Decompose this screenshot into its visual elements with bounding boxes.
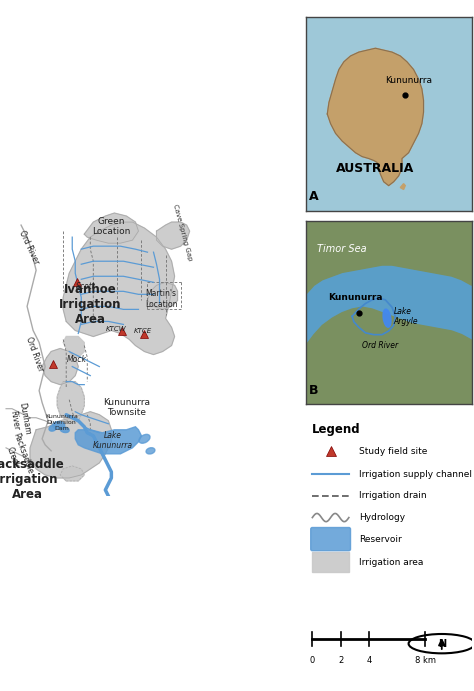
Polygon shape bbox=[57, 381, 84, 424]
Text: AUSTRALIA: AUSTRALIA bbox=[336, 162, 415, 175]
Ellipse shape bbox=[49, 426, 56, 431]
Polygon shape bbox=[400, 184, 405, 189]
Polygon shape bbox=[327, 48, 424, 186]
Text: Kununurra
Diversion
Dam: Kununurra Diversion Dam bbox=[45, 414, 78, 430]
Text: B: B bbox=[309, 384, 319, 397]
Text: Study field site: Study field site bbox=[359, 446, 427, 456]
Text: Legend: Legend bbox=[312, 423, 361, 436]
Text: Green
Location: Green Location bbox=[92, 217, 130, 236]
Text: Ivanhoe
Irrigation
Area: Ivanhoe Irrigation Area bbox=[59, 283, 121, 326]
Text: KTCW: KTCW bbox=[106, 326, 126, 332]
FancyBboxPatch shape bbox=[311, 527, 350, 551]
Polygon shape bbox=[75, 427, 141, 454]
Text: Ord River: Ord River bbox=[17, 229, 40, 266]
Polygon shape bbox=[306, 221, 472, 294]
Ellipse shape bbox=[139, 435, 150, 443]
Text: N: N bbox=[438, 638, 446, 649]
Text: Irrigation supply channel: Irrigation supply channel bbox=[359, 470, 472, 479]
Text: Timor Sea: Timor Sea bbox=[318, 244, 367, 254]
Bar bbox=[312, 552, 349, 572]
Polygon shape bbox=[63, 337, 84, 357]
Text: 0: 0 bbox=[310, 656, 315, 665]
Text: Hydrology: Hydrology bbox=[359, 513, 405, 522]
Text: 8 km: 8 km bbox=[415, 656, 436, 665]
Text: Kununurra: Kununurra bbox=[328, 293, 383, 302]
Text: A: A bbox=[309, 190, 319, 203]
Text: 4: 4 bbox=[366, 656, 372, 665]
Text: 2: 2 bbox=[338, 656, 343, 665]
Text: Packsaddle
Creek: Packsaddle Creek bbox=[1, 432, 35, 479]
Text: Reservoir: Reservoir bbox=[359, 535, 401, 544]
Polygon shape bbox=[306, 307, 472, 404]
Text: Packsaddle
Irrigation
Area: Packsaddle Irrigation Area bbox=[0, 458, 64, 501]
Polygon shape bbox=[60, 466, 84, 481]
Ellipse shape bbox=[53, 422, 65, 429]
Ellipse shape bbox=[60, 427, 69, 433]
Text: Scott: Scott bbox=[76, 283, 96, 292]
Text: Dunham
River: Dunham River bbox=[7, 401, 32, 437]
Text: Ord River: Ord River bbox=[24, 336, 45, 373]
Polygon shape bbox=[42, 348, 78, 385]
Text: Irrigation area: Irrigation area bbox=[359, 558, 423, 567]
Text: Ord River: Ord River bbox=[362, 341, 399, 350]
Polygon shape bbox=[156, 222, 190, 249]
Text: Martin's
Location: Martin's Location bbox=[145, 289, 177, 309]
Text: Kununurra
Townsite: Kununurra Townsite bbox=[103, 397, 150, 417]
Ellipse shape bbox=[146, 448, 155, 454]
Text: Lake
Argyle: Lake Argyle bbox=[393, 307, 418, 326]
Text: Cave Spring Gap: Cave Spring Gap bbox=[172, 204, 192, 262]
Text: KTCE: KTCE bbox=[134, 328, 152, 334]
Polygon shape bbox=[63, 222, 174, 354]
Polygon shape bbox=[84, 213, 138, 243]
Polygon shape bbox=[30, 412, 111, 478]
Polygon shape bbox=[147, 283, 178, 310]
Text: Irrigation drain: Irrigation drain bbox=[359, 491, 427, 500]
Text: Lake
Kununurra: Lake Kununurra bbox=[93, 430, 133, 450]
Text: Mock: Mock bbox=[67, 354, 87, 363]
Ellipse shape bbox=[383, 309, 391, 328]
Text: Kununurra: Kununurra bbox=[385, 76, 432, 85]
